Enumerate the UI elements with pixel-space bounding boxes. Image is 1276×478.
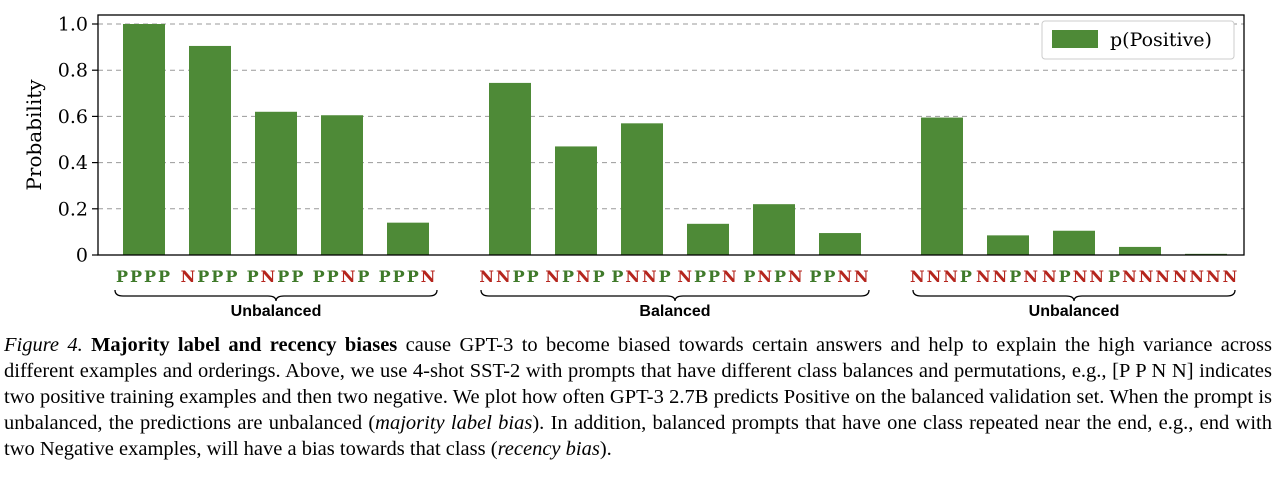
bias-bar-chart: 0 0.2 0.4 0.6 0.8 1.0 Probability PPPP NPPP PNP… (22, 14, 1245, 320)
bar (489, 82, 531, 255)
bar (387, 222, 429, 255)
y-tick-label: 0.4 (58, 152, 88, 174)
x-tick-label: PNPN (743, 267, 804, 286)
legend-label: p(Positive) (1110, 29, 1212, 51)
y-ticks: 0 0.2 0.4 0.6 0.8 1.0 (58, 14, 98, 267)
legend-swatch (1052, 30, 1098, 48)
bar (1053, 230, 1095, 255)
caption-em-majority: majority label bias (375, 412, 533, 434)
group-label: Unbalanced (1029, 303, 1120, 320)
bar (687, 223, 729, 255)
x-tick-label: PPNP (313, 267, 372, 286)
legend: p(Positive) (1041, 20, 1235, 60)
x-tick-label: NNPP (479, 267, 540, 286)
bar (921, 117, 963, 256)
bars (123, 24, 1227, 256)
x-tick-label: PNNP (611, 267, 672, 286)
y-tick-label: 0 (76, 245, 88, 267)
bar (255, 111, 297, 255)
x-tick-label: PPPP (116, 267, 172, 286)
x-tick-label: NNPN (976, 267, 1040, 286)
bar (1119, 246, 1161, 255)
y-tick-label: 1.0 (58, 14, 88, 36)
y-tick-label: 0.2 (58, 198, 88, 220)
bar (123, 24, 165, 255)
x-tick-label: NNNP (910, 267, 974, 286)
y-tick-label: 0.6 (58, 106, 88, 128)
group-braces: Unbalanced Balanced Unbalanced (114, 289, 1236, 320)
x-tick-labels: PPPP NPPP PNPP PPNP PPPN NNPP NPNP PNNP NPPN PNPN… (116, 267, 1240, 286)
x-tick-label: NPNP (545, 267, 606, 286)
bar (555, 146, 597, 255)
figure-caption: Figure 4. Majority label and recency bia… (4, 332, 1272, 462)
caption-bold-lead: Majority label and recency biases (91, 334, 398, 356)
y-axis-label: Probability (22, 79, 46, 191)
group-label: Balanced (639, 303, 710, 320)
caption-text-1: cause GPT-3 to become biased towards cer… (4, 334, 1272, 434)
group-label: Unbalanced (231, 303, 322, 320)
x-tick-label: NNNN (1173, 267, 1240, 286)
x-tick-label: NPPN (677, 267, 738, 286)
caption-text-2: ). In addition, balanced prompts that ha… (4, 412, 1272, 460)
bar (819, 233, 861, 255)
bar (321, 115, 363, 256)
x-tick-label: PPNN (809, 267, 870, 286)
x-tick-label: PNPP (247, 267, 306, 286)
bar (621, 123, 663, 255)
caption-em-recency: recency bias (497, 438, 600, 460)
figure-label: Figure 4. (4, 334, 83, 356)
plot-frame (97, 14, 1245, 256)
x-tick-label: NPPP (181, 267, 240, 286)
caption-text-3: ). (599, 438, 612, 460)
group-brace (480, 289, 870, 302)
y-tick-label: 0.8 (58, 60, 88, 82)
bar (987, 235, 1029, 255)
x-tick-label: PPPN (379, 267, 438, 286)
bar (753, 204, 795, 255)
group-brace (114, 289, 438, 302)
x-tick-label: PNNN (1108, 267, 1172, 286)
bar (189, 45, 231, 255)
x-tick-label: NPNN (1042, 267, 1106, 286)
group-brace (912, 289, 1236, 302)
